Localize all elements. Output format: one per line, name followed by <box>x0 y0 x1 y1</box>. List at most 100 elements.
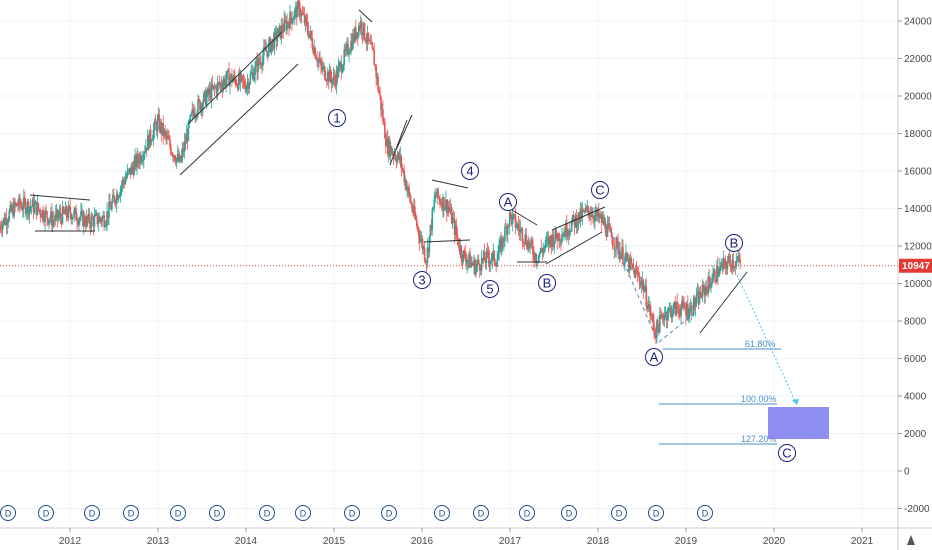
candle-body <box>82 211 84 227</box>
dividend-marker <box>473 505 489 521</box>
candle-body <box>312 47 315 54</box>
candle-body <box>410 201 412 204</box>
candle-body <box>527 241 529 250</box>
candle-body <box>498 244 500 255</box>
candle-body <box>2 218 5 224</box>
candle-body <box>389 146 392 157</box>
candle-body <box>606 224 609 237</box>
candle-body <box>539 248 542 253</box>
candle-body <box>684 308 686 309</box>
candle-body <box>204 90 206 94</box>
candle-body <box>496 259 498 267</box>
candle-body <box>623 263 625 265</box>
candle-body <box>328 69 331 82</box>
candle-body <box>451 218 454 224</box>
candle-body <box>708 276 710 284</box>
candle-body <box>58 212 61 217</box>
candle-body <box>204 90 207 105</box>
candle-body <box>395 159 398 163</box>
candle-body <box>455 225 458 235</box>
candle-body <box>402 169 405 171</box>
candle-body <box>656 320 658 339</box>
candle-body <box>150 140 153 142</box>
candle-body <box>709 283 711 288</box>
candle-body <box>434 195 436 200</box>
candle-body <box>629 258 632 264</box>
dividend-label: D <box>89 509 96 519</box>
candle-body <box>297 1 300 2</box>
candle-body <box>241 75 244 81</box>
candle-body <box>157 115 160 120</box>
candle-body <box>355 32 358 39</box>
candle-body <box>448 207 451 212</box>
candle-body <box>223 78 225 84</box>
candle-body <box>485 250 488 263</box>
candle-body <box>275 31 278 42</box>
candle-body <box>554 229 557 242</box>
candle-body <box>562 236 564 238</box>
candle-body <box>96 213 99 224</box>
candle-body <box>677 307 679 309</box>
candle-body <box>481 258 484 260</box>
candle-body <box>229 78 231 86</box>
candle-body <box>350 41 352 52</box>
candle-body <box>385 138 387 147</box>
candle-body <box>340 62 343 73</box>
candle-body <box>635 269 638 271</box>
candle-body <box>298 1 301 16</box>
candle-body <box>71 217 73 220</box>
candle-body <box>323 66 325 68</box>
candle-body <box>613 245 616 250</box>
candle-body <box>140 155 142 162</box>
dividend-label: D <box>566 509 573 519</box>
candle-body <box>511 214 514 224</box>
candle-body <box>230 74 232 79</box>
candle-body <box>582 210 585 212</box>
candle-body <box>449 207 452 212</box>
candle-body <box>593 218 595 221</box>
candle-body <box>174 155 176 161</box>
candle-body <box>412 209 414 213</box>
candle-body <box>38 209 41 211</box>
x-tick-label: 2018 <box>587 536 610 547</box>
candle-body <box>167 136 169 140</box>
candle-body <box>87 213 90 221</box>
candle-body <box>559 240 561 242</box>
candle-body <box>482 251 485 260</box>
candle-body <box>290 12 292 19</box>
candle-body <box>440 203 442 205</box>
candle-body <box>153 121 156 130</box>
candle-body <box>573 218 576 227</box>
candle-body <box>597 210 599 217</box>
candle-body <box>349 51 351 54</box>
candle-body <box>454 225 457 235</box>
candle-body <box>495 264 497 267</box>
candle-body <box>168 139 170 140</box>
candle-body <box>84 223 87 227</box>
candle-body <box>57 216 60 219</box>
candle-body <box>366 32 369 43</box>
candle-body <box>525 234 527 245</box>
candle-body <box>493 250 496 263</box>
candle-body <box>345 46 347 52</box>
dividend-marker <box>84 505 100 521</box>
dividend-marker <box>295 505 311 521</box>
target-arrow-head <box>792 399 799 405</box>
candle-body <box>563 232 565 237</box>
brand-logo-icon[interactable] <box>907 535 915 545</box>
candle-body <box>251 71 254 74</box>
candle-body <box>21 205 23 210</box>
candle-body <box>176 153 179 158</box>
candle-body <box>207 88 210 95</box>
wave-label-circle <box>538 274 556 292</box>
candle-body <box>208 89 211 95</box>
candle-body <box>428 235 431 253</box>
candle-body <box>492 250 495 254</box>
candle-body <box>109 201 111 208</box>
candle-body <box>181 148 184 155</box>
candle-body <box>189 115 192 122</box>
candle-body <box>739 259 741 263</box>
candle-body <box>257 58 259 73</box>
candle-body <box>426 247 429 264</box>
